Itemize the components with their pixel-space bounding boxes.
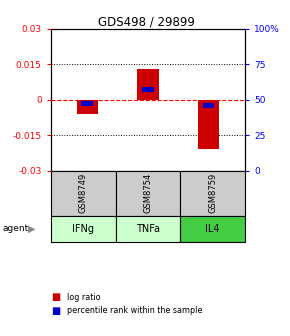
Bar	[115, 215, 180, 242]
Text: GDS498 / 29899: GDS498 / 29899	[98, 15, 195, 28]
Bar	[203, 103, 215, 108]
Bar	[137, 69, 159, 100]
Text: GSM8759: GSM8759	[208, 173, 217, 213]
Text: percentile rank within the sample: percentile rank within the sample	[67, 306, 202, 315]
Bar	[115, 171, 180, 215]
Text: GSM8749: GSM8749	[79, 173, 88, 213]
Text: GSM8754: GSM8754	[143, 173, 153, 213]
Text: TNFa: TNFa	[136, 224, 160, 234]
Text: IFNg: IFNg	[72, 224, 94, 234]
Text: ▶: ▶	[28, 224, 35, 234]
Bar	[180, 215, 245, 242]
Text: ■: ■	[51, 292, 60, 302]
Text: IL4: IL4	[205, 224, 220, 234]
Text: log ratio: log ratio	[67, 293, 100, 302]
Bar	[198, 100, 219, 150]
Bar	[81, 101, 93, 107]
Text: ■: ■	[51, 306, 60, 316]
Bar	[77, 100, 98, 114]
Bar	[142, 87, 154, 92]
Text: agent: agent	[3, 224, 29, 233]
Bar	[51, 215, 115, 242]
Bar	[180, 171, 245, 215]
Bar	[51, 171, 115, 215]
